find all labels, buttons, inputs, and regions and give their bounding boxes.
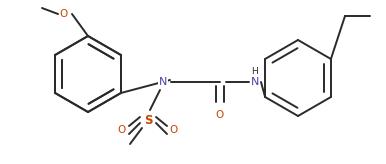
Text: O: O	[170, 125, 178, 135]
Text: O: O	[60, 9, 68, 19]
Text: S: S	[144, 113, 152, 126]
Text: N: N	[251, 77, 259, 87]
Text: H: H	[252, 67, 258, 76]
Text: O: O	[118, 125, 126, 135]
Text: N: N	[159, 77, 167, 87]
Text: O: O	[216, 110, 224, 120]
